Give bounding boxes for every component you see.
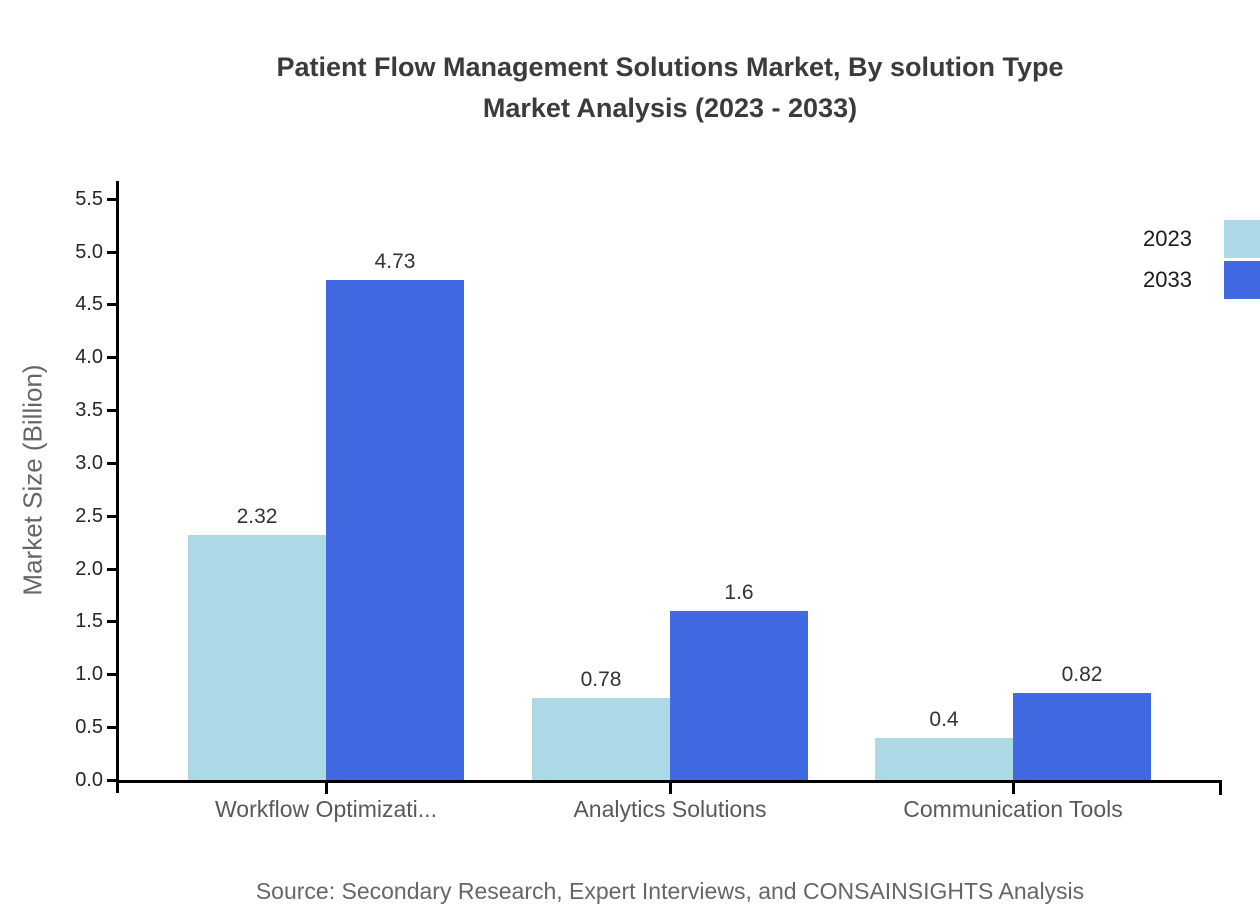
y-axis-tick [107,620,116,624]
y-axis-tick-label: 0.0 [75,769,103,791]
y-axis-tick [107,673,116,677]
y-axis-tick-label: 3.0 [75,451,103,474]
y-axis-tick [107,303,116,307]
y-axis-tick [107,779,116,782]
bar-2023-category-1 [532,698,670,780]
x-axis-category-label: Workflow Optimizati... [215,796,437,822]
source-attribution: Source: Secondary Research, Expert Inter… [255,878,1085,904]
legend-label-2023: 2023 [1143,225,1192,251]
y-axis-tick [107,197,116,201]
y-axis-tick-label: 4.0 [75,346,103,369]
bar-value-label: 2.32 [236,505,278,528]
bar-value-label: 0.78 [580,668,622,691]
legend-swatch-2033 [1224,260,1260,299]
x-axis-tick [1012,783,1015,794]
y-axis-tick-label: 5.0 [75,240,103,263]
y-axis-tick-label: 2.5 [75,504,103,527]
y-axis-tick [107,409,116,413]
y-axis-line [116,181,119,793]
legend-label-2033: 2033 [1143,266,1192,292]
y-axis-tick [107,461,116,465]
y-axis-tick-label: 2.0 [75,557,103,580]
chart-title-line2: Market Analysis (2023 - 2033) [482,93,858,123]
bar-value-label: 4.73 [374,250,416,273]
x-axis-line [116,780,1222,783]
legend-entry-2023: 2023 [1143,218,1260,259]
y-axis-tick-label: 1.5 [75,610,103,633]
y-axis-tick [107,514,116,518]
x-axis-end-tick [1219,783,1222,795]
x-axis-tick [669,783,672,794]
legend-entry-2033: 2033 [1143,259,1260,300]
y-axis-tick-label: 0.5 [75,716,103,739]
bar-value-label: 0.82 [1061,663,1103,686]
bar-2023-category-0 [188,535,326,780]
x-axis-category-label: Analytics Solutions [573,796,767,822]
legend-swatch-2023 [1224,219,1260,258]
y-axis-tick-label: 5.5 [75,187,103,210]
bar-2023-category-2 [875,738,1013,780]
bar-2033-category-2 [1013,693,1151,780]
bar-value-label: 1.6 [724,581,754,604]
y-axis-tick [107,356,116,360]
bar-value-label: 0.4 [929,708,959,731]
y-axis-tick-label: 4.5 [75,293,103,316]
chart-title-line1: Patient Flow Management Solutions Market… [276,52,1064,82]
y-axis-tick-label: 1.0 [75,663,103,686]
x-axis-tick [325,783,328,794]
chart-title: Patient Flow Management Solutions Market… [80,47,1260,129]
x-axis-category-label: Communication Tools [903,796,1123,822]
y-axis-tick [107,726,116,730]
bar-2033-category-1 [670,611,808,780]
y-axis-tick [107,567,116,571]
y-axis-tick-label: 3.5 [75,399,103,422]
bar-2033-category-0 [326,280,464,780]
legend: 2023 2033 [1143,218,1260,300]
y-axis-tick [107,250,116,254]
